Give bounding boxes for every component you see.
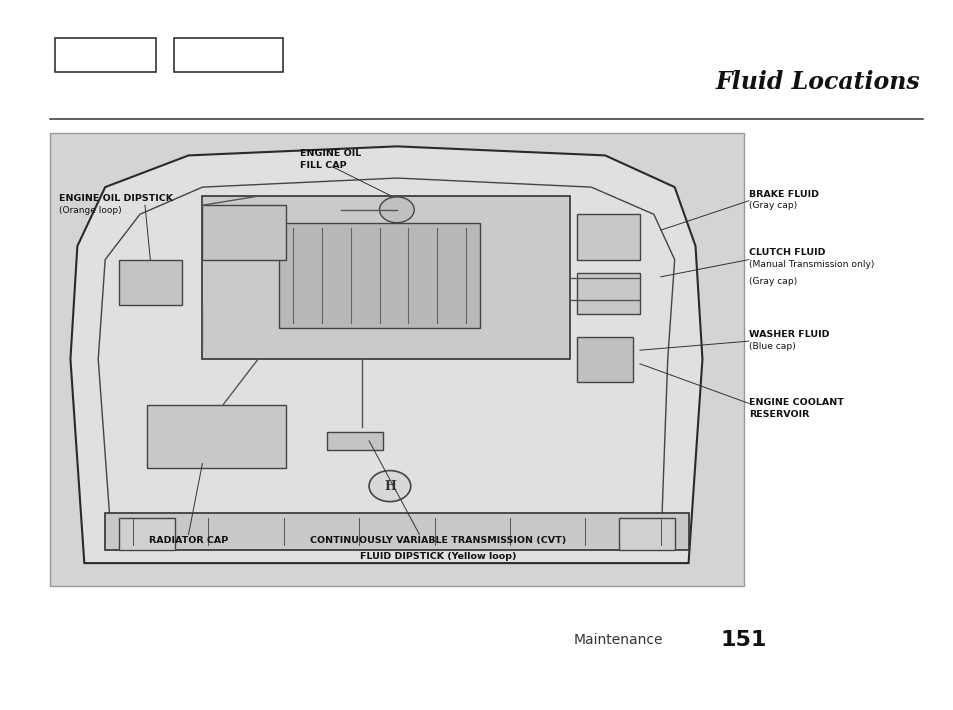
Text: BRAKE FLUID: BRAKE FLUID [748,190,818,199]
Bar [173,38,283,72]
Text: (Manual Transmission only): (Manual Transmission only) [748,261,873,269]
Text: RESERVOIR: RESERVOIR [748,410,808,419]
Bar [119,518,174,550]
Text: ENGINE OIL: ENGINE OIL [299,149,360,158]
Bar [119,260,181,305]
Text: ENGINE OIL DIPSTICK: ENGINE OIL DIPSTICK [59,194,172,203]
Circle shape [187,425,217,447]
Bar [278,224,479,327]
Text: (Blue cap): (Blue cap) [748,342,795,351]
Bar [577,214,639,260]
Text: CLUTCH FLUID: CLUTCH FLUID [748,248,824,258]
Bar [327,432,382,450]
Bar [202,196,570,359]
Text: H: H [383,479,395,493]
Bar [618,518,674,550]
Text: RADIATOR CAP: RADIATOR CAP [149,536,228,545]
Circle shape [379,197,414,223]
Text: FLUID DIPSTICK (Yellow loop): FLUID DIPSTICK (Yellow loop) [360,552,517,560]
Text: (Orange loop): (Orange loop) [59,206,122,215]
Bar [577,337,633,382]
Polygon shape [105,513,688,550]
Bar [147,405,286,468]
Bar [55,38,155,72]
Text: ENGINE COOLANT: ENGINE COOLANT [748,398,842,407]
Text: Fluid Locations: Fluid Locations [716,70,920,94]
Bar [202,205,286,260]
Polygon shape [71,146,701,563]
Text: 151: 151 [720,630,766,650]
Bar [50,133,743,586]
Text: WASHER FLUID: WASHER FLUID [748,330,828,339]
Bar [577,273,639,314]
Text: CONTINUOUSLY VARIABLE TRANSMISSION (CVT): CONTINUOUSLY VARIABLE TRANSMISSION (CVT) [310,536,566,545]
Text: FILL CAP: FILL CAP [299,160,346,170]
Circle shape [369,471,411,501]
Text: (Gray cap): (Gray cap) [748,202,797,210]
Text: (Gray cap): (Gray cap) [748,278,797,286]
Text: Maintenance: Maintenance [573,633,662,648]
